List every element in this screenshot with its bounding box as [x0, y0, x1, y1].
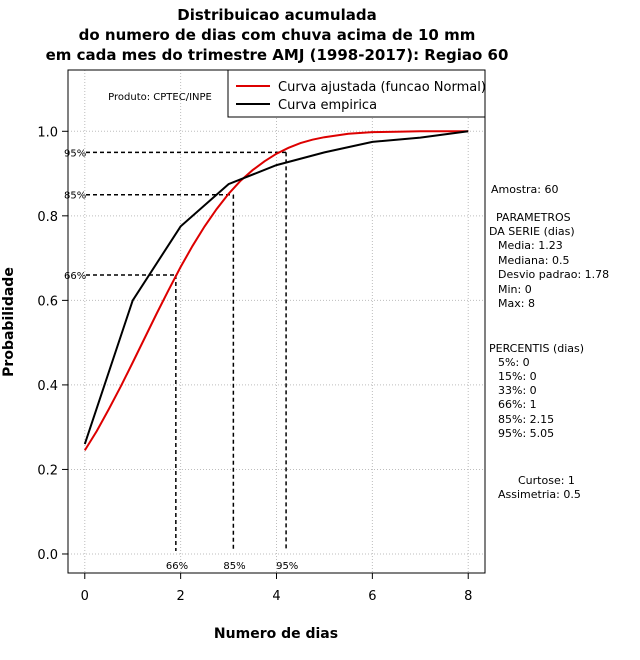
series-line-fitted — [83, 130, 469, 451]
percentile-label-left: 95% — [64, 148, 86, 159]
stat-sample: Amostra: 60 — [491, 183, 558, 196]
x-tick-label: 8 — [464, 589, 472, 604]
stat-p33: 33%: 0 — [498, 384, 537, 397]
stat-min: Min: 0 — [498, 283, 532, 296]
y-tick-label: 0.8 — [37, 210, 58, 225]
percentile-label-left: 66% — [64, 271, 86, 282]
series-line-empirical — [83, 130, 469, 445]
x-tick-label: 0 — [81, 589, 89, 604]
percentile-label-bottom: 66% — [166, 561, 188, 572]
percentile-label-left: 85% — [64, 191, 86, 202]
stat-max: Max: 8 — [498, 297, 535, 310]
percentile-markers: 95% 95% 85% 85% 66% 66% — [64, 148, 298, 572]
stat-p95: 95%: 5.05 — [498, 427, 554, 440]
stat-params-title-2: DA SERIE (dias) — [489, 225, 575, 238]
legend-label-empirical: Curva empirica — [278, 98, 377, 113]
stat-curtose: Curtose: 1 — [518, 474, 575, 487]
y-axis-title: Probabilidade — [1, 267, 17, 377]
legend: Curva ajustada (funcao Normal) Curva emp… — [227, 69, 486, 118]
y-tick-label: 1.0 — [37, 125, 58, 140]
legend-label-fitted: Curva ajustada (funcao Normal) — [278, 80, 486, 95]
stat-p5: 5%: 0 — [498, 356, 530, 369]
stat-p85: 85%: 2.15 — [498, 413, 554, 426]
stat-p66: 66%: 1 — [498, 398, 537, 411]
stat-mediana: Mediana: 0.5 — [498, 254, 569, 267]
percentile-label-bottom: 95% — [276, 561, 298, 572]
x-axis-title: Numero de dias — [214, 626, 338, 642]
stat-media: Media: 1.23 — [498, 239, 563, 252]
stat-assimetria: Assimetria: 0.5 — [498, 488, 581, 501]
statistics-panel: Amostra: 60 PARAMETROS DA SERIE (dias) M… — [489, 183, 609, 501]
chart-title-line-3: em cada mes do trimestre AMJ (1998-2017)… — [46, 46, 509, 64]
axis-ticks: 0 2 4 6 8 0.0 0.2 0.4 0.6 0.8 1.0 — [37, 125, 472, 604]
chart-title-line-2: do numero de dias com chuva acima de 10 … — [79, 26, 476, 44]
stat-params-title-1: PARAMETROS — [496, 211, 571, 224]
grid — [68, 70, 485, 573]
x-tick-label: 6 — [368, 589, 376, 604]
percentile-label-bottom: 85% — [223, 561, 245, 572]
stat-desvio: Desvio padrao: 1.78 — [498, 268, 609, 281]
y-tick-label: 0.0 — [37, 548, 58, 563]
x-tick-label: 2 — [176, 589, 184, 604]
x-tick-label: 4 — [272, 589, 280, 604]
stat-p15: 15%: 0 — [498, 370, 537, 383]
y-tick-label: 0.2 — [37, 463, 58, 478]
chart-title-line-1: Distribuicao acumulada — [177, 6, 376, 24]
y-tick-label: 0.6 — [37, 294, 58, 309]
product-label: Produto: CPTEC/INPE — [108, 92, 212, 103]
legend-box — [227, 69, 486, 118]
stat-percentis-title: PERCENTIS (dias) — [489, 342, 584, 355]
y-tick-label: 0.4 — [37, 379, 58, 394]
